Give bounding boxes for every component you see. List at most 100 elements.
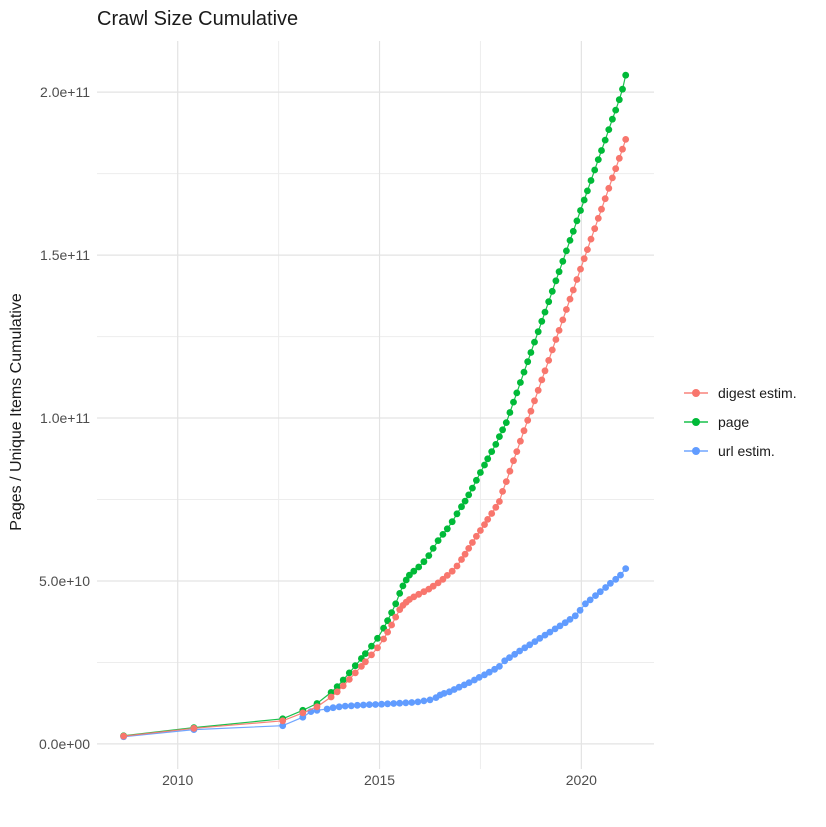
- data-point: [563, 306, 570, 313]
- data-point: [569, 286, 577, 294]
- data-point: [481, 521, 488, 528]
- legend-key-icon: [683, 409, 709, 435]
- data-point: [475, 674, 483, 681]
- data-point: [351, 669, 359, 677]
- data-point: [538, 317, 546, 325]
- data-point: [434, 537, 442, 544]
- data-point: [587, 235, 595, 243]
- data-point: [531, 638, 539, 645]
- data-point: [279, 722, 287, 730]
- data-point: [384, 617, 391, 625]
- data-point: [496, 433, 503, 440]
- data-point: [453, 562, 461, 570]
- data-point: [511, 650, 519, 658]
- y-axis-tick-labels: 0.0e+00 5.0e+10 1.0e+11 1.5e+11 2.0e+11: [0, 0, 90, 827]
- data-point: [384, 700, 391, 708]
- data-point: [327, 693, 335, 701]
- data-point: [335, 703, 343, 711]
- data-point: [415, 590, 423, 598]
- data-point: [598, 205, 605, 213]
- data-point: [448, 518, 456, 526]
- data-point: [609, 174, 616, 182]
- data-point: [392, 600, 400, 608]
- data-point: [506, 409, 514, 416]
- data-point: [496, 498, 503, 505]
- data-point: [496, 663, 503, 670]
- data-point: [396, 590, 404, 597]
- data-point: [587, 177, 595, 184]
- data-point: [443, 572, 451, 579]
- plot-panel: [97, 41, 654, 769]
- data-point: [601, 136, 609, 144]
- data-point: [374, 644, 381, 652]
- legend-key-icon: [683, 380, 709, 406]
- data-point: [580, 196, 588, 204]
- data-point: [492, 441, 500, 448]
- data-point: [402, 576, 410, 584]
- data-point: [488, 510, 496, 517]
- data-point: [605, 126, 613, 133]
- data-point: [531, 397, 538, 405]
- data-point: [612, 165, 620, 173]
- data-point: [552, 336, 560, 343]
- x-tick-label: 2020: [565, 772, 597, 788]
- data-point: [484, 516, 492, 523]
- data-point: [362, 658, 369, 666]
- data-point: [453, 510, 461, 518]
- data-point: [577, 207, 584, 214]
- data-point: [609, 115, 616, 123]
- data-point: [396, 699, 404, 707]
- data-point: [607, 579, 614, 587]
- legend-label: digest estim.: [718, 384, 797, 401]
- data-point: [455, 683, 463, 691]
- data-point: [506, 654, 513, 661]
- data-point: [536, 634, 544, 642]
- data-point: [477, 527, 484, 534]
- data-point: [390, 700, 398, 707]
- data-point: [521, 644, 529, 652]
- legend-key-dot: [692, 388, 700, 397]
- data-point: [524, 358, 532, 366]
- data-point: [545, 298, 553, 306]
- data-point: [408, 699, 416, 706]
- data-point: [517, 437, 524, 445]
- data-point: [429, 582, 437, 590]
- data-point: [526, 641, 534, 649]
- legend-label: page: [718, 413, 750, 430]
- data-point: [481, 461, 488, 469]
- data-point: [517, 379, 524, 386]
- data-point: [402, 699, 410, 707]
- data-point: [425, 552, 433, 559]
- data-point: [541, 631, 549, 639]
- data-point: [520, 368, 528, 376]
- data-point: [501, 657, 509, 665]
- data-point: [279, 717, 287, 725]
- data-point: [573, 276, 581, 283]
- data-point: [488, 448, 496, 455]
- data-point: [527, 407, 535, 415]
- data-point: [345, 676, 353, 683]
- data-point: [545, 357, 553, 364]
- data-point: [434, 579, 442, 587]
- data-point: [586, 596, 594, 604]
- x-tick-label: 2015: [363, 772, 396, 788]
- data-point: [531, 338, 538, 346]
- data-point: [443, 525, 451, 533]
- y-tick-label: 5.0e+10: [39, 572, 90, 589]
- data-point: [323, 705, 331, 713]
- data-point: [622, 565, 630, 572]
- data-point: [299, 709, 307, 717]
- legend-label: url estim.: [718, 442, 775, 459]
- data-point: [499, 488, 506, 495]
- data-point: [576, 606, 584, 614]
- data-point: [506, 467, 514, 475]
- data-point: [571, 612, 579, 620]
- data-point: [552, 277, 560, 285]
- data-point: [399, 582, 407, 590]
- data-point: [358, 663, 365, 670]
- data-point: [378, 700, 385, 708]
- data-point: [561, 619, 569, 627]
- data-point: [524, 416, 532, 424]
